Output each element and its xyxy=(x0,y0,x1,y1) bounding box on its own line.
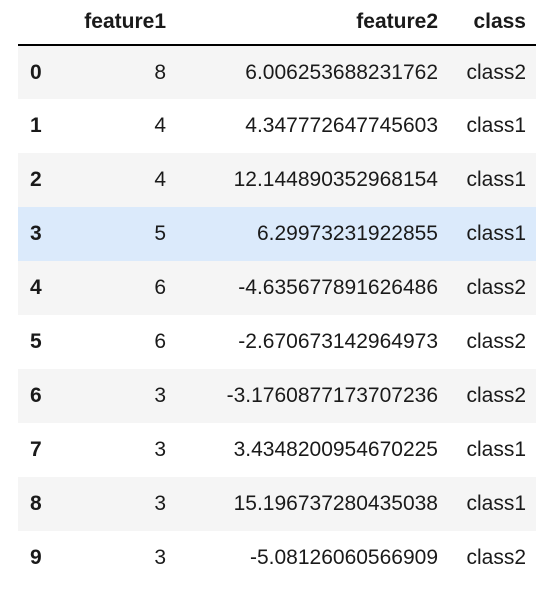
table-row: 8 3 15.196737280435038 class1 xyxy=(18,477,536,531)
row-index: 9 xyxy=(30,546,42,569)
cell-feature2: 15.196737280435038 xyxy=(233,492,438,515)
row-index: 0 xyxy=(30,60,42,84)
cell-feature1: 3 xyxy=(154,546,166,569)
cell-feature1: 3 xyxy=(154,492,166,515)
cell-feature1: 8 xyxy=(154,60,166,84)
table-row: 1 4 4.347772647745603 class1 xyxy=(18,99,536,153)
cell-feature2: 4.347772647745603 xyxy=(245,114,438,137)
column-header-class: class xyxy=(448,0,536,46)
cell-feature1: 6 xyxy=(154,330,166,353)
cell-class: class2 xyxy=(466,384,526,407)
table-body: 0 8 6.006253688231762 class2 1 4 4.34777… xyxy=(18,45,536,585)
cell-feature1: 3 xyxy=(154,438,166,461)
cell-feature1: 6 xyxy=(154,276,166,299)
cell-class: class2 xyxy=(466,60,526,84)
index-header xyxy=(18,0,68,46)
cell-class: class1 xyxy=(466,438,526,461)
row-index: 8 xyxy=(30,492,42,515)
column-header-feature1: feature1 xyxy=(68,0,176,46)
row-index: 5 xyxy=(30,330,42,353)
cell-class: class1 xyxy=(466,222,526,245)
cell-feature1: 4 xyxy=(154,168,166,191)
cell-feature2: -2.670673142964973 xyxy=(238,330,438,353)
cell-class: class1 xyxy=(466,114,526,137)
cell-feature2: -3.1760877173707236 xyxy=(226,384,438,407)
row-index: 2 xyxy=(30,168,42,191)
table-row: 2 4 12.144890352968154 class1 xyxy=(18,153,536,207)
row-index: 1 xyxy=(30,114,42,137)
cell-class: class2 xyxy=(466,330,526,353)
cell-class: class1 xyxy=(466,168,526,191)
cell-feature2: 6.006253688231762 xyxy=(245,60,438,84)
table-row: 6 3 -3.1760877173707236 class2 xyxy=(18,369,536,423)
cell-class: class1 xyxy=(466,492,526,515)
table-row: 7 3 3.4348200954670225 class1 xyxy=(18,423,536,477)
row-index: 6 xyxy=(30,384,42,407)
cell-feature1: 4 xyxy=(154,114,166,137)
cell-class: class2 xyxy=(466,276,526,299)
cell-feature2: 3.4348200954670225 xyxy=(233,438,438,461)
table-row: 5 6 -2.670673142964973 class2 xyxy=(18,315,536,369)
table-row: 3 5 6.29973231922855 class1 xyxy=(18,207,536,261)
column-header-feature2: feature2 xyxy=(176,0,448,46)
cell-class: class2 xyxy=(466,546,526,569)
table-row: 9 3 -5.08126060566909 class2 xyxy=(18,531,536,585)
row-index: 4 xyxy=(30,276,42,299)
table-row: 0 8 6.006253688231762 class2 xyxy=(18,45,536,99)
cell-feature2: 6.29973231922855 xyxy=(256,222,438,245)
cell-feature2: -4.635677891626486 xyxy=(238,276,438,299)
header-row: feature1 feature2 class xyxy=(18,0,536,46)
cell-feature1: 3 xyxy=(154,384,166,407)
cell-feature2: -5.08126060566909 xyxy=(249,546,438,569)
table-header: feature1 feature2 class xyxy=(18,0,536,46)
dataframe-table: feature1 feature2 class 0 8 6.0062536882… xyxy=(18,0,536,585)
cell-feature1: 5 xyxy=(154,222,166,245)
row-index: 3 xyxy=(30,222,42,245)
cell-feature2: 12.144890352968154 xyxy=(233,168,438,191)
table-row: 4 6 -4.635677891626486 class2 xyxy=(18,261,536,315)
row-index: 7 xyxy=(30,438,42,461)
